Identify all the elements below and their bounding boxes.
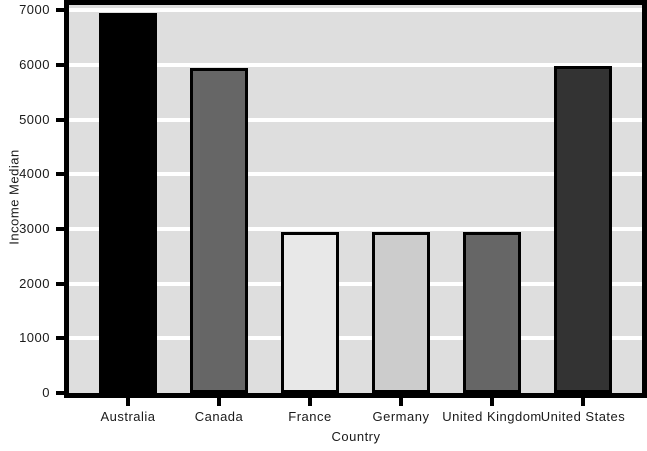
gridline-1000: [69, 336, 642, 341]
x-tick-label-united-kingdom: United Kingdom: [442, 409, 542, 424]
y-tick-label-5000: 5000: [19, 111, 50, 127]
x-tick-united-kingdom: [490, 398, 494, 406]
y-tick-label-1000: 1000: [19, 330, 50, 346]
y-tick-label-7000: 7000: [19, 2, 50, 18]
y-tick-7000: [56, 8, 65, 13]
x-axis-title: Country: [331, 429, 381, 444]
y-tick-5000: [56, 117, 65, 122]
x-tick-germany: [399, 398, 403, 406]
y-tick-6000: [56, 63, 65, 68]
gridline-2000: [69, 281, 642, 286]
x-tick-label-germany: Germany: [372, 409, 430, 424]
y-tick-3000: [56, 227, 65, 232]
x-tick-france: [308, 398, 312, 406]
x-tick-label-united-states: United States: [540, 409, 626, 424]
bar-germany: [372, 231, 430, 393]
bar-france: [281, 231, 339, 393]
gridline-6000: [69, 63, 642, 68]
y-tick-label-0: 0: [42, 385, 50, 400]
x-tick-label-canada: Canada: [194, 409, 244, 424]
x-tick-australia: [126, 398, 130, 406]
bar-united-states: [554, 66, 612, 393]
gridline-4000: [69, 172, 642, 177]
bar-canada: [190, 67, 248, 393]
x-tick-canada: [217, 398, 221, 406]
x-tick-label-australia: Australia: [100, 409, 156, 424]
bar-united-kingdom: [463, 231, 521, 393]
x-tick-label-france: France: [288, 409, 332, 424]
bar-australia: [99, 13, 157, 393]
x-tick-united-states: [581, 398, 585, 406]
y-tick-0: [56, 391, 65, 395]
y-tick-label-2000: 2000: [19, 275, 50, 291]
y-tick-label-6000: 6000: [19, 57, 50, 73]
y-tick-4000: [56, 172, 65, 177]
y-tick-1000: [56, 336, 65, 341]
y-tick-label-4000: 4000: [19, 166, 50, 182]
gridline-5000: [69, 117, 642, 122]
plot-area: [64, 0, 647, 398]
y-tick-2000: [56, 281, 65, 286]
y-tick-label-3000: 3000: [19, 221, 50, 237]
gridline-3000: [69, 227, 642, 232]
gridline-7000: [69, 8, 642, 13]
